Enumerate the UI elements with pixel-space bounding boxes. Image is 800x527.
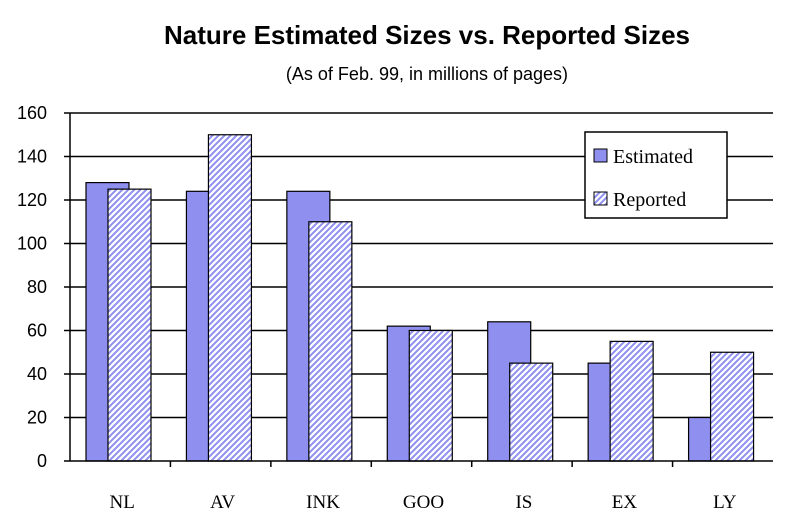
x-tick-label-ex: EX <box>612 492 638 513</box>
bar-reported-nl <box>107 188 152 462</box>
y-tick-label-20: 20 <box>27 408 47 428</box>
y-tick-label-160: 160 <box>17 103 47 123</box>
x-tick-label-av: AV <box>210 492 235 513</box>
legend-box <box>584 131 728 219</box>
y-tick-label-0: 0 <box>37 451 47 471</box>
bar-reported-av <box>207 134 253 462</box>
legend-swatch-estimated <box>593 148 608 163</box>
x-axis-ticks: NL AV INK GOO IS EX LY <box>110 461 737 513</box>
bar-reported-ink <box>308 221 353 462</box>
x-tick-label-goo: GOO <box>403 492 444 513</box>
x-tick-label-ink: INK <box>306 492 340 513</box>
legend-swatch-reported <box>593 191 608 206</box>
chart-title: Nature Estimated Sizes vs. Reported Size… <box>164 20 690 50</box>
y-tick-label-120: 120 <box>17 190 47 210</box>
axes <box>69 113 773 462</box>
chart-subtitle: (As of Feb. 99, in millions of pages) <box>286 64 568 84</box>
x-tick-label-is: IS <box>515 492 532 513</box>
y-axis-ticks: 0 20 40 60 80 100 120 140 160 <box>17 103 70 471</box>
x-tick-label-nl: NL <box>110 492 135 513</box>
bar-reported-goo <box>408 329 453 462</box>
legend-label-reported: Reported <box>613 189 686 211</box>
bar-reported-ex <box>609 340 654 462</box>
legend: Estimated Reported <box>584 131 728 219</box>
bar-reported-ly <box>709 351 755 462</box>
legend-label-estimated: Estimated <box>613 146 693 168</box>
y-tick-label-40: 40 <box>27 364 47 384</box>
y-tick-label-60: 60 <box>27 321 47 341</box>
bars <box>85 134 755 462</box>
y-tick-label-80: 80 <box>27 277 47 297</box>
x-tick-label-ly: LY <box>713 492 737 513</box>
y-tick-label-100: 100 <box>17 234 47 254</box>
bar-reported-is <box>509 362 554 462</box>
y-tick-label-140: 140 <box>17 147 47 167</box>
